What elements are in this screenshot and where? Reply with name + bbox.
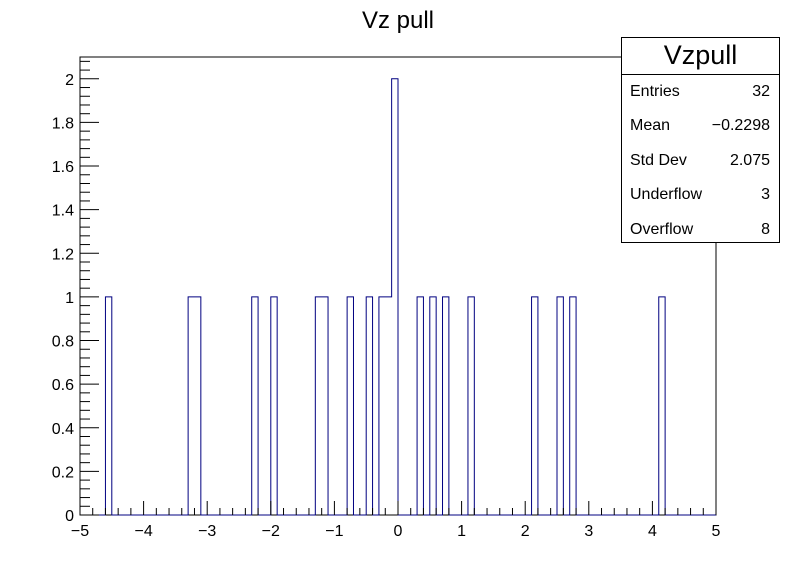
y-tick-label: 1.6 bbox=[52, 159, 74, 176]
x-tick-label: 0 bbox=[394, 523, 403, 540]
histogram-bar bbox=[194, 297, 200, 515]
x-tick-label: 4 bbox=[648, 523, 657, 540]
stats-row-overflow: Overflow 8 bbox=[622, 213, 779, 247]
x-tick-label: −5 bbox=[71, 523, 89, 540]
histogram-bar bbox=[417, 297, 423, 515]
stats-label: Underflow bbox=[630, 186, 703, 204]
stats-row-std-dev: Std Dev 2.075 bbox=[622, 144, 779, 178]
x-tick-label: −2 bbox=[262, 523, 280, 540]
histogram-bar bbox=[366, 297, 372, 515]
histogram-bar bbox=[271, 297, 277, 515]
chart-title: Vz pull bbox=[362, 7, 434, 34]
stats-label: Std Dev bbox=[630, 151, 687, 169]
x-tick-label: 5 bbox=[712, 523, 721, 540]
stats-title: Vzpull bbox=[622, 38, 779, 75]
y-tick-label: 1 bbox=[65, 290, 74, 307]
x-tick-label: −1 bbox=[325, 523, 343, 540]
y-tick-label: 1.8 bbox=[52, 115, 74, 132]
histogram-bar bbox=[570, 297, 576, 515]
stats-value: −0.2298 bbox=[711, 117, 770, 135]
stats-value: 3 bbox=[761, 186, 770, 204]
histogram-bar bbox=[443, 297, 449, 515]
stats-value: 8 bbox=[761, 220, 770, 238]
x-tick-label: −3 bbox=[198, 523, 216, 540]
stats-box: Vzpull Entries 32 Mean −0.2298 Std Dev 2… bbox=[621, 37, 780, 243]
stats-label: Mean bbox=[630, 117, 671, 135]
x-tick-label: 3 bbox=[584, 523, 593, 540]
histogram-bar bbox=[188, 297, 194, 515]
y-tick-label: 2 bbox=[65, 72, 74, 89]
histogram-bar bbox=[659, 297, 665, 515]
stats-row-mean: Mean −0.2298 bbox=[622, 109, 779, 143]
y-tick-label: 0.8 bbox=[52, 334, 74, 351]
histogram-bar bbox=[430, 297, 436, 515]
y-tick-label: 0.6 bbox=[52, 377, 74, 394]
histogram-bar bbox=[322, 297, 328, 515]
stats-row-entries: Entries 32 bbox=[622, 75, 779, 109]
y-axis: 0 0.2 0.4 0.6 0.8 1 1.2 1.4 1.6 1.8 2 bbox=[52, 60, 99, 525]
histogram-bar bbox=[105, 297, 111, 515]
histogram-bars bbox=[80, 78, 716, 516]
stats-value: 2.075 bbox=[729, 151, 770, 169]
stats-label: Overflow bbox=[630, 220, 694, 238]
y-tick-label: 0.2 bbox=[52, 464, 74, 481]
histogram-outline bbox=[80, 78, 716, 516]
histogram-bar bbox=[252, 297, 258, 515]
y-tick-label: 0.4 bbox=[52, 421, 74, 438]
x-tick-label: 2 bbox=[521, 523, 530, 540]
x-tick-label: 1 bbox=[457, 523, 466, 540]
histogram-bar bbox=[385, 297, 391, 515]
histogram-bar bbox=[347, 297, 353, 515]
stats-row-underflow: Underflow 3 bbox=[622, 178, 779, 212]
histogram-bar bbox=[468, 297, 474, 515]
stats-value: 32 bbox=[752, 83, 770, 100]
histogram-bar bbox=[392, 79, 398, 515]
y-tick-label: 1.4 bbox=[52, 203, 74, 220]
y-tick-label: 1.2 bbox=[52, 246, 74, 263]
x-tick-label: −4 bbox=[134, 523, 152, 540]
histogram-bar bbox=[379, 297, 385, 515]
y-tick-label: 0 bbox=[65, 508, 74, 525]
histogram-bar bbox=[557, 297, 563, 515]
histogram-bar bbox=[315, 297, 321, 515]
histogram-bar bbox=[532, 297, 538, 515]
stats-label: Entries bbox=[630, 83, 680, 100]
x-axis: −5 −4 −3 −2 −1 0 1 2 3 4 5 bbox=[71, 501, 721, 540]
